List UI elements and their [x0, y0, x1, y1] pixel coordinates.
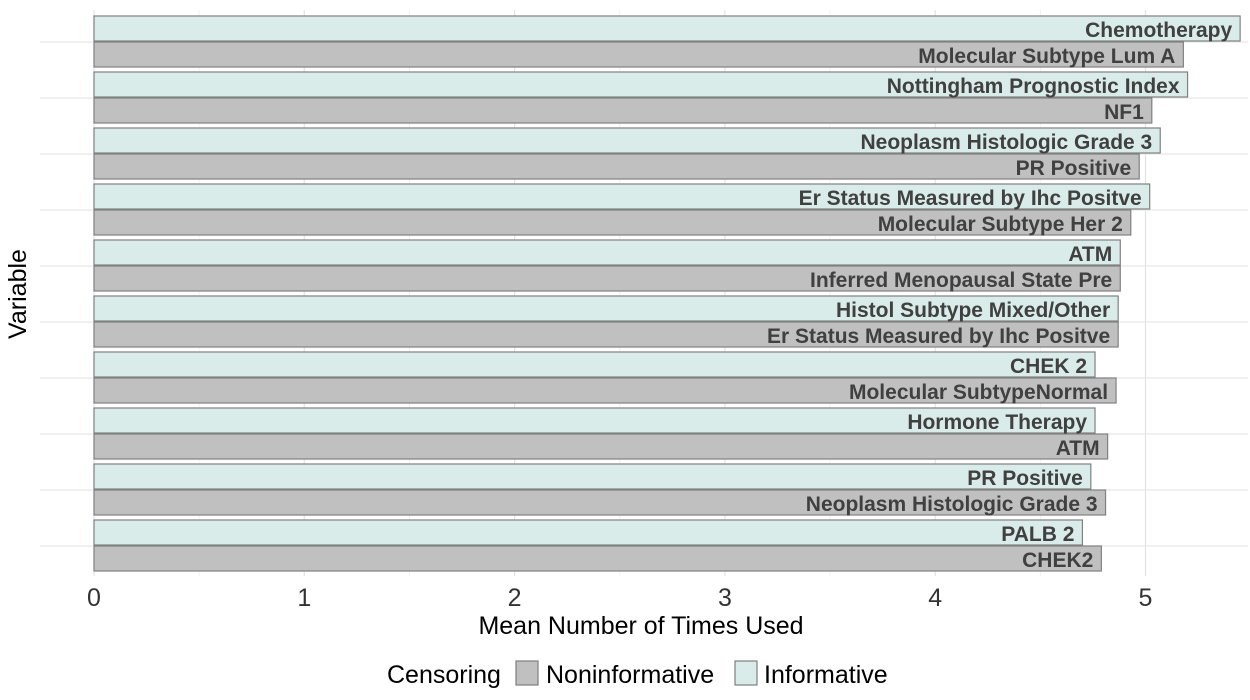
- bar-label-informative: CHEK 2: [1010, 355, 1087, 378]
- bar-label-informative: Hormone Therapy: [907, 411, 1087, 434]
- bars: [93, 15, 1241, 572]
- bar-label-noninformative: Er Status Measured by Ihc Positve: [767, 325, 1110, 348]
- bar-label-informative: Nottingham Prognostic Index: [887, 75, 1180, 98]
- bar-label-informative: PR Positive: [967, 467, 1083, 490]
- x-tick-label: 5: [1139, 584, 1153, 612]
- legend-swatch-informative: [734, 660, 758, 686]
- y-axis-title: Variable: [4, 249, 32, 339]
- bar-label-informative: Neoplasm Histologic Grade 3: [860, 131, 1152, 154]
- bar-label-noninformative: Molecular Subtype Lum A: [918, 45, 1175, 68]
- bar-noninformative: [93, 545, 1102, 572]
- x-tick-label: 0: [87, 584, 101, 612]
- x-tick-label: 2: [508, 584, 522, 612]
- bar-informative: [93, 15, 1241, 42]
- bar-noninformative: [93, 153, 1140, 180]
- bar-informative: [93, 519, 1084, 546]
- legend-label-informative: Informative: [764, 661, 888, 689]
- bar-informative: [93, 71, 1189, 98]
- bar-noninformative: [93, 433, 1109, 460]
- x-axis-title: Mean Number of Times Used: [478, 612, 803, 640]
- bar-label-informative: ATM: [1068, 243, 1112, 266]
- bar-label-informative: PALB 2: [1001, 523, 1074, 546]
- bar-noninformative: [93, 321, 1119, 348]
- bar-label-informative: Chemotherapy: [1085, 19, 1232, 42]
- bar-label-noninformative: Molecular Subtype Her 2: [878, 213, 1123, 236]
- x-tick-label: 4: [928, 584, 942, 612]
- bar-label-informative: Histol Subtype Mixed/Other: [836, 299, 1110, 322]
- bar-noninformative: [93, 377, 1117, 404]
- bar-label-noninformative: PR Positive: [1016, 157, 1132, 180]
- legend-title: Censoring: [387, 661, 501, 689]
- bar-noninformative: [93, 41, 1184, 68]
- bar-noninformative: [93, 265, 1121, 292]
- bar-informative: [93, 295, 1119, 322]
- legend-swatch-noninformative: [515, 660, 539, 686]
- bar-label-noninformative: Inferred Menopausal State Pre: [810, 269, 1112, 292]
- bar-label-noninformative: Neoplasm Histologic Grade 3: [806, 493, 1098, 516]
- x-axis-ticks: 0 1 2 3 4 5: [87, 584, 1152, 612]
- bar-label-informative: Er Status Measured by Ihc Positve: [799, 187, 1142, 210]
- bar-label-noninformative: CHEK2: [1022, 549, 1093, 572]
- legend: Censoring Noninformative Informative: [387, 660, 888, 689]
- bar-labels: Chemotherapy Molecular Subtype Lum A Notti…: [767, 19, 1232, 572]
- bar-informative: [93, 127, 1161, 154]
- bar-label-noninformative: ATM: [1056, 437, 1100, 460]
- bar-noninformative: [93, 489, 1107, 516]
- bar-noninformative: [93, 209, 1132, 236]
- bar-noninformative: [93, 97, 1153, 124]
- x-tick-label: 3: [718, 584, 732, 612]
- bar-informative: [93, 183, 1151, 210]
- bar-label-noninformative: Molecular SubtypeNormal: [849, 381, 1108, 404]
- x-tick-label: 1: [297, 584, 311, 612]
- bar-informative: [93, 351, 1096, 378]
- bar-label-noninformative: NF1: [1104, 101, 1144, 124]
- bar-informative: [93, 407, 1096, 434]
- bar-informative: [93, 239, 1121, 266]
- legend-label-noninformative: Noninformative: [546, 661, 714, 689]
- bar-informative: [93, 463, 1092, 490]
